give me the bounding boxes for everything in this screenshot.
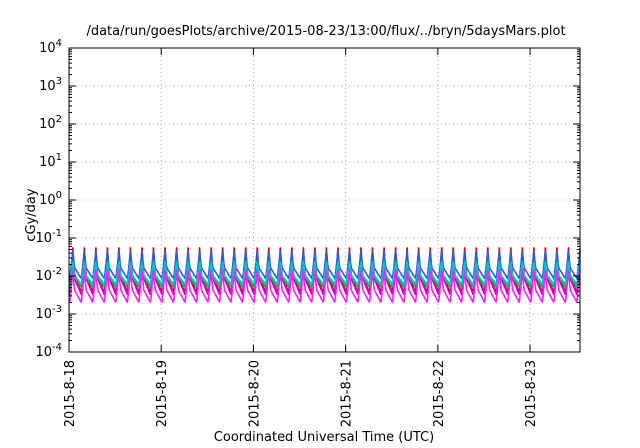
y-tick-exponent: -2 xyxy=(52,266,62,277)
x-tick-label: 2015-8-20 xyxy=(247,360,262,427)
series-line xyxy=(68,269,581,304)
y-tick-label: 10-4 xyxy=(35,342,62,360)
y-tick-label: 103 xyxy=(39,76,62,94)
x-tick-label: 2015-8-19 xyxy=(155,360,170,427)
series-line xyxy=(68,250,581,280)
x-tick-label: 2015-8-23 xyxy=(524,360,539,427)
y-tick-exponent: -3 xyxy=(52,304,62,315)
x-tick-label: 2015-8-18 xyxy=(63,360,78,427)
y-tick-exponent: 2 xyxy=(56,114,62,125)
y-tick-label: 104 xyxy=(39,38,62,56)
y-tick-label: 100 xyxy=(39,190,62,208)
y-tick-exponent: 3 xyxy=(56,76,62,87)
y-tick-label: 10-2 xyxy=(35,266,62,284)
x-tick-label: 2015-8-22 xyxy=(432,360,447,427)
y-tick-label: 10-1 xyxy=(35,228,62,246)
chart-title: /data/run/goesPlots/archive/2015-08-23/1… xyxy=(86,24,565,39)
y-tick-exponent: 1 xyxy=(56,152,62,163)
y-tick-exponent: 0 xyxy=(56,190,62,201)
y-tick-exponent: -4 xyxy=(52,342,62,353)
y-axis-label: cGy/day xyxy=(24,188,39,242)
x-tick-labels: 2015-8-18 2015-8-19 2015-8-20 2015-8-21 2015… xyxy=(63,360,539,427)
series-layer xyxy=(68,247,581,304)
series-line xyxy=(68,260,581,286)
x-axis-label: Coordinated Universal Time (UTC) xyxy=(214,430,434,445)
x-tick-label: 2015-8-21 xyxy=(340,360,355,427)
grid xyxy=(69,48,580,352)
y-tick-label: 10-3 xyxy=(35,304,62,322)
y-tick-label: 102 xyxy=(39,114,62,132)
y-tick-exponent: -1 xyxy=(52,228,62,239)
ticks-layer xyxy=(68,47,580,353)
y-tick-exponent: 4 xyxy=(56,38,62,49)
y-tick-label: 101 xyxy=(39,152,62,170)
